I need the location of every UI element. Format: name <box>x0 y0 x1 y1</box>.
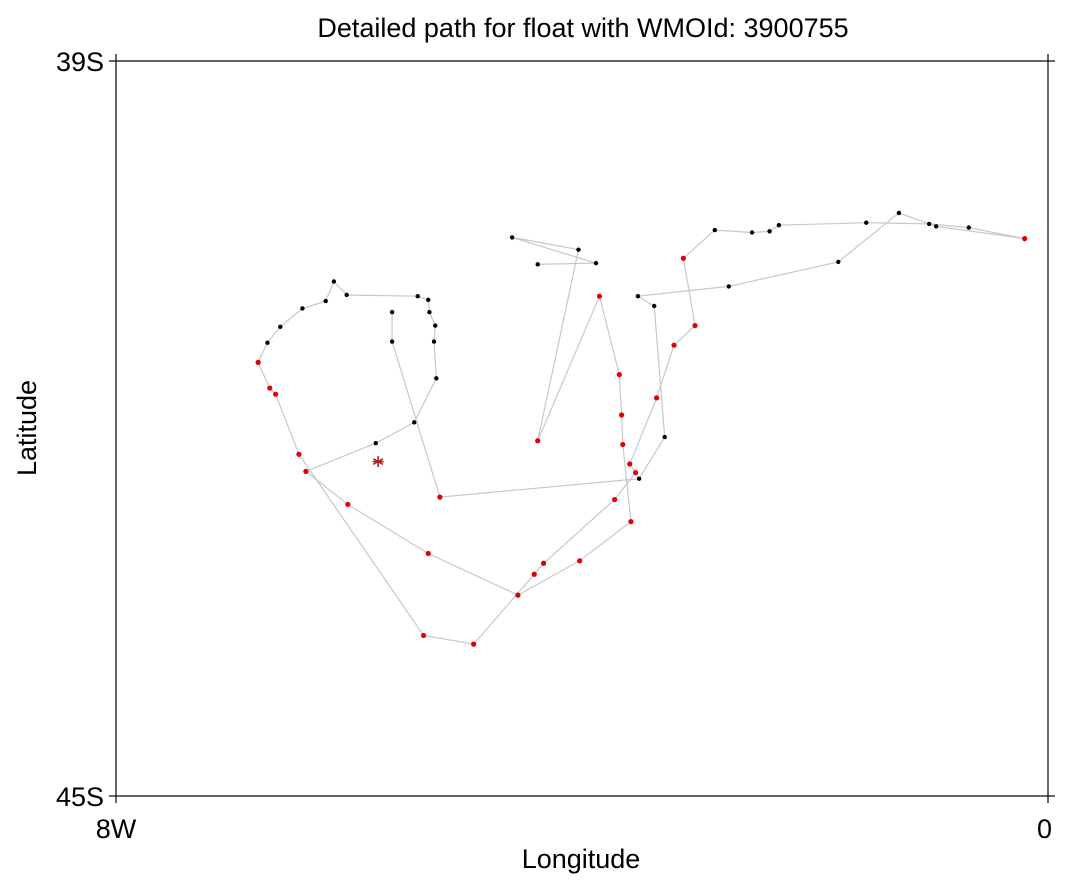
float-position-highlight <box>535 438 541 444</box>
float-position-highlight <box>540 560 547 566</box>
float-position <box>415 294 420 299</box>
float-position <box>344 292 349 298</box>
float-position <box>652 303 657 309</box>
float-position <box>331 279 337 284</box>
float-position <box>726 284 731 289</box>
float-position <box>427 309 432 315</box>
float-position-highlight <box>515 592 521 598</box>
float-position-highlight <box>596 293 603 299</box>
float-position <box>426 297 431 303</box>
float-position <box>300 306 305 311</box>
float-position <box>373 441 378 446</box>
float-position <box>412 420 417 425</box>
plot-frame <box>115 60 1049 797</box>
y-axis-label: Latitude <box>12 380 42 476</box>
float-position <box>433 323 438 328</box>
float-position-highlight <box>471 641 477 647</box>
float-position-highlight <box>420 632 427 639</box>
x-tick-label: 0 <box>1037 814 1052 844</box>
float-position <box>767 229 772 234</box>
float-position-highlight <box>303 468 309 474</box>
float-position-highlight <box>680 255 686 261</box>
float-position-highlight <box>1022 236 1028 242</box>
float-position-highlight <box>345 501 351 508</box>
float-position <box>635 294 641 299</box>
float-position-highlight <box>531 571 537 577</box>
float-position <box>926 221 932 227</box>
float-position-highlight <box>616 372 622 378</box>
axis-ticks <box>109 54 1055 803</box>
float-position <box>662 434 667 440</box>
float-position-highlight <box>627 461 633 467</box>
float-track-line <box>257 212 1025 645</box>
y-tick-label: 45S <box>56 782 104 812</box>
plot-area <box>255 210 1028 647</box>
float-position <box>864 220 869 225</box>
float-position-highlight <box>273 391 279 397</box>
float-position <box>776 222 782 228</box>
float-position-highlight <box>425 550 431 557</box>
float-position <box>966 225 971 230</box>
float-position-highlight <box>628 519 634 525</box>
y-tick-label: 39S <box>56 47 104 77</box>
float-position <box>535 262 540 267</box>
float-position <box>431 339 437 344</box>
float-position-highlight <box>620 441 626 448</box>
float-position <box>712 227 718 233</box>
float-position-highlight <box>296 451 302 457</box>
float-position <box>636 476 642 481</box>
float-position-highlight <box>577 558 583 564</box>
deployment-marker <box>372 456 384 468</box>
float-position <box>576 247 581 252</box>
float-position <box>389 339 395 344</box>
float-position <box>896 210 902 216</box>
float-position <box>749 230 755 235</box>
float-position <box>278 324 283 330</box>
float-position-highlight <box>437 494 443 500</box>
chart-title: Detailed path for float with WMOId: 3900… <box>317 13 848 43</box>
float-position <box>389 309 395 315</box>
float-position <box>434 376 439 381</box>
x-tick-label: 8W <box>96 814 137 844</box>
float-position-highlight <box>255 359 261 365</box>
float-position-highlight <box>653 395 660 401</box>
float-position-highlight <box>671 342 677 348</box>
x-axis-label: Longitude <box>522 844 641 874</box>
float-position <box>323 298 328 304</box>
float-position-highlight <box>692 323 698 329</box>
float-position <box>836 259 841 265</box>
float-position <box>933 224 939 229</box>
float-position-highlight <box>632 470 639 476</box>
axis-tick-labels: 8W 0 39S 45S <box>56 47 1052 844</box>
float-position-highlight <box>612 496 618 503</box>
float-position <box>265 340 270 345</box>
float-position-points <box>255 210 1028 647</box>
float-position <box>509 235 515 240</box>
float-position <box>593 260 599 266</box>
float-position-highlight <box>267 385 273 391</box>
float-position-highlight <box>619 412 625 418</box>
